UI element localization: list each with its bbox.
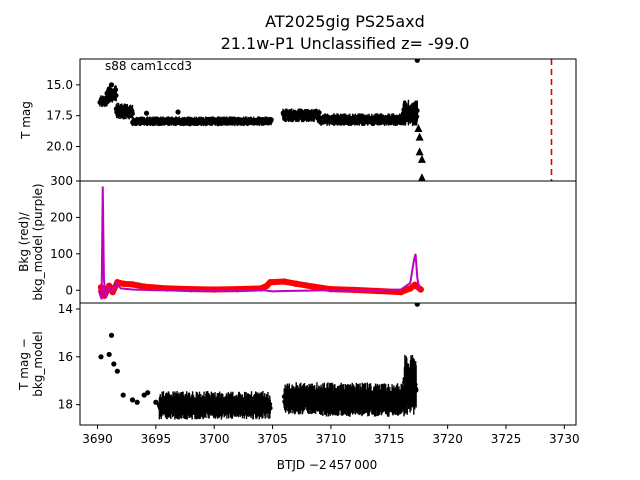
y-axis-label: bkg_model (purple)	[31, 183, 45, 300]
data-point	[98, 354, 104, 360]
panel-background: 0 100 200 300 Bkg (red)/bkg_model (purple)	[17, 174, 577, 304]
data-cluster-5	[316, 113, 406, 126]
data-point	[175, 109, 181, 115]
data-cluster-6	[400, 99, 420, 127]
data-cluster-1	[281, 382, 322, 415]
upper-limit-marker	[417, 154, 426, 163]
series-bkg-point	[292, 280, 300, 287]
x-tick-label: 3720	[432, 432, 463, 446]
data-band	[404, 369, 417, 400]
data-point	[108, 332, 115, 338]
series-bkg-point	[129, 281, 136, 288]
data-point	[129, 397, 136, 403]
upper-limit-marker	[415, 147, 424, 156]
y-tick-label: 16	[58, 350, 73, 364]
series-bkg-point	[374, 287, 381, 295]
data-cluster-2	[316, 382, 407, 417]
data-band	[106, 89, 117, 99]
y-tick-label: 15.0	[46, 78, 73, 92]
y-tick-label: 18	[58, 398, 73, 412]
data-band	[284, 390, 320, 407]
data-cluster-3	[130, 116, 274, 127]
data-point	[414, 59, 420, 63]
data-band	[319, 116, 404, 123]
plot-area	[98, 303, 420, 420]
x-tick-label: 3730	[549, 432, 580, 446]
y-axis-label: bkg_model	[31, 331, 45, 397]
data-cluster-1	[104, 84, 119, 103]
data-point	[111, 361, 117, 367]
y-tick-label: 20.0	[46, 139, 73, 153]
data-band	[159, 398, 271, 413]
data-point	[134, 399, 140, 405]
plot-area	[97, 186, 424, 300]
x-tick-label: 3705	[257, 432, 288, 446]
series-bkg-point	[211, 286, 218, 293]
x-tick-label: 3700	[199, 432, 230, 446]
data-point	[106, 351, 112, 358]
series-bkg-point	[327, 285, 335, 293]
data-point	[120, 392, 126, 398]
data-cluster-4	[280, 108, 322, 123]
y-tick-label: 300	[50, 174, 73, 188]
data-point	[114, 368, 120, 374]
data-band	[116, 106, 133, 116]
series-bkg-point	[310, 283, 317, 290]
data-point	[153, 399, 159, 405]
series-bkg-point	[407, 285, 414, 292]
annotation-sector-camera: s88 cam1ccd3	[105, 59, 192, 73]
series-bkg-point	[234, 285, 241, 293]
data-band	[319, 391, 405, 409]
data-cluster-2	[113, 102, 135, 120]
x-tick-label: 3710	[316, 432, 347, 446]
chart-title-line2: 21.1w-P1 Unclassified z= -99.0	[221, 34, 470, 53]
x-axis-label: BTJD −2 457 000	[277, 458, 377, 472]
series-bkg-point	[119, 280, 127, 287]
series-bkg-point	[267, 279, 274, 286]
x-tick-label: 3690	[82, 432, 113, 446]
data-band	[283, 111, 320, 119]
data-point	[145, 390, 151, 396]
data-point	[143, 110, 150, 116]
y-tick-label: 17.5	[46, 109, 73, 123]
y-tick-label: 14	[58, 302, 73, 316]
x-tick-label: 3725	[491, 432, 522, 446]
y-axis-label: Bkg (red)/	[17, 211, 31, 272]
x-tick-label: 3695	[141, 432, 172, 446]
panel-magnitude: 15.0 17.5 20.0 T mag	[19, 58, 577, 182]
upper-limit-marker	[415, 132, 424, 141]
data-cluster-0	[156, 390, 273, 420]
y-tick-label: 0	[65, 283, 73, 297]
data-point	[414, 303, 420, 307]
series-bkg-point	[281, 278, 288, 285]
data-band	[132, 118, 272, 124]
panel-magnitude-minus-bkg: 14 16 18 3690 3695 3700 3705 3710 3715 3720 3725 37…	[17, 302, 580, 446]
data-band	[403, 106, 418, 120]
upper-limit-marker	[418, 173, 426, 181]
data-cluster-3	[402, 354, 419, 415]
y-tick-label: 200	[50, 210, 73, 224]
series-bkg-model-line	[97, 186, 421, 300]
plot-area	[97, 59, 553, 181]
upper-limit-marker	[414, 124, 423, 133]
data-band	[99, 97, 107, 105]
y-axis-label: T mag	[19, 101, 33, 140]
y-tick-label: 100	[50, 247, 73, 261]
series-bkg-point	[140, 283, 148, 290]
chart-title-line1: AT2025gig PS25axd	[265, 12, 425, 31]
axes-frame	[79, 302, 577, 426]
x-tick-label: 3715	[374, 432, 405, 446]
series-bkg-point	[411, 281, 419, 288]
y-axis-label: T mag −	[17, 338, 31, 391]
data-point	[108, 82, 115, 88]
